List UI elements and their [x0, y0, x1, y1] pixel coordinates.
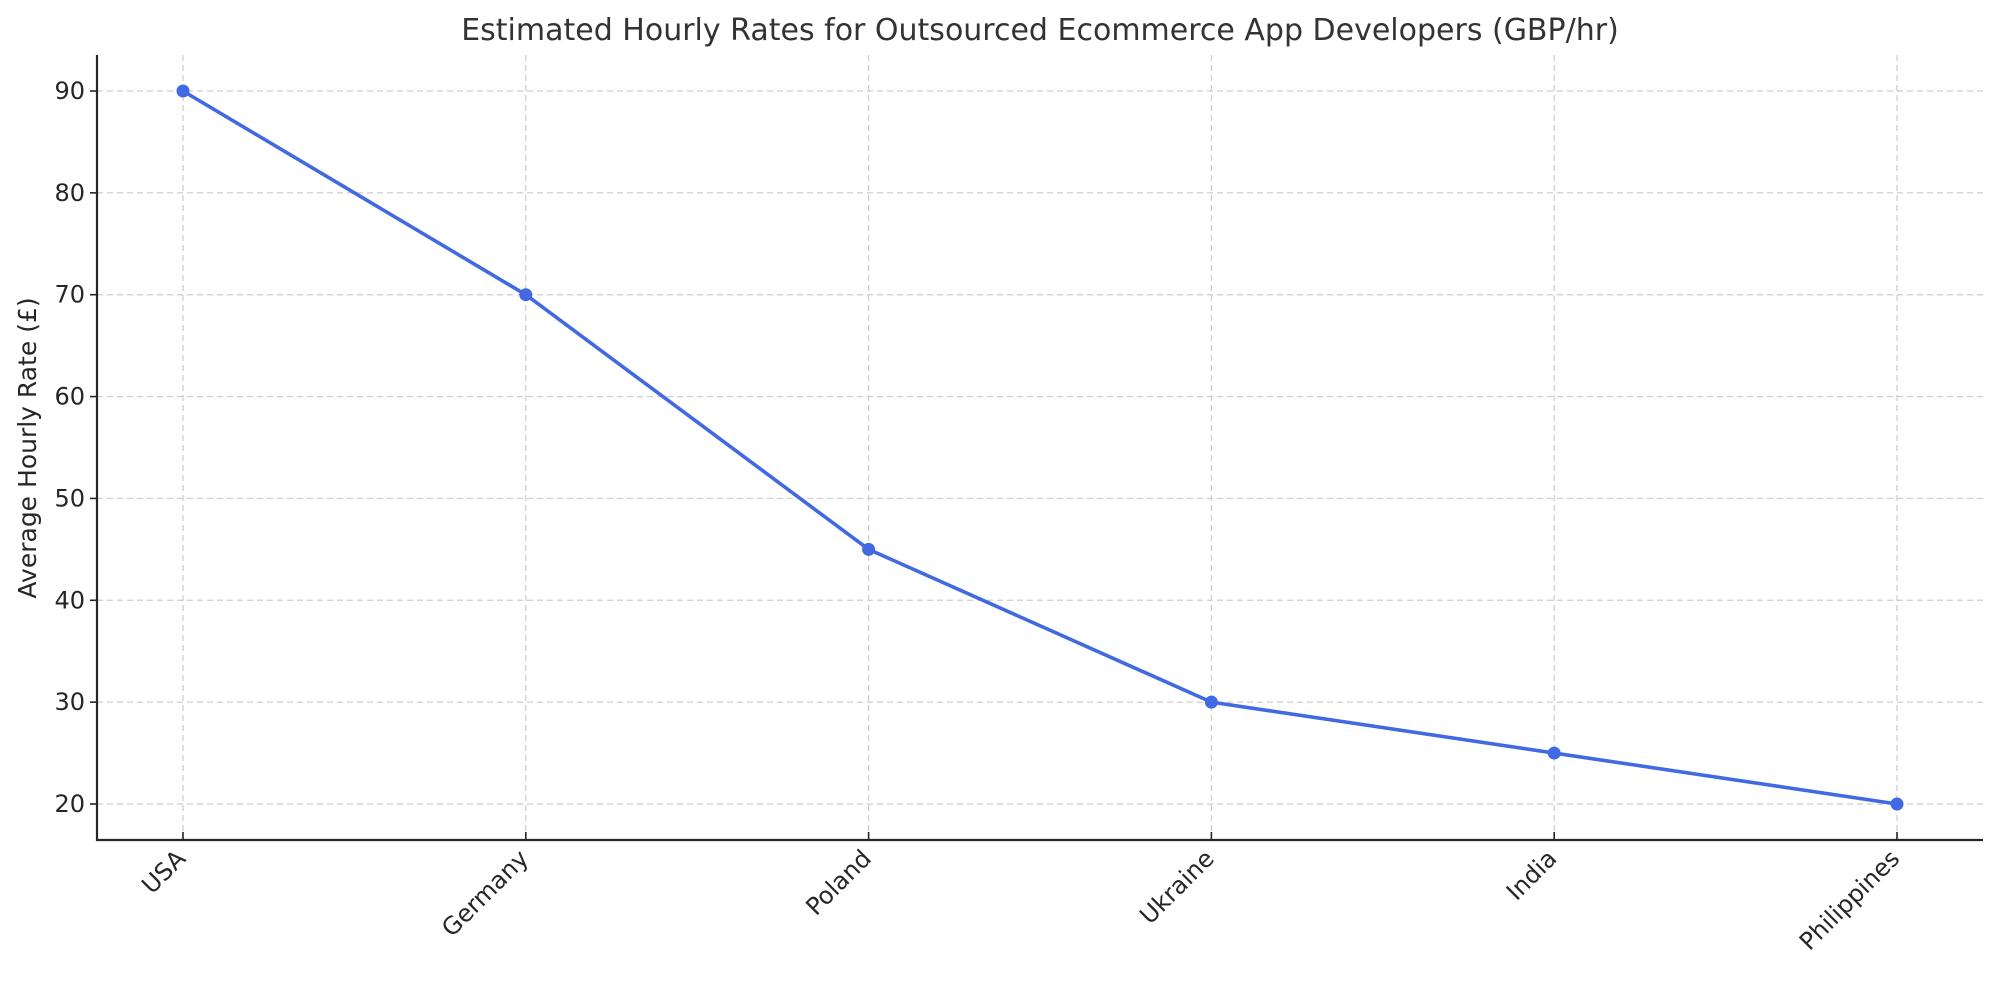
chart-title: Estimated Hourly Rates for Outsourced Ec…	[461, 13, 1619, 48]
y-tick-label: 70	[54, 281, 85, 309]
data-point-marker	[519, 288, 533, 302]
x-tick-label: Germany	[436, 844, 534, 942]
y-tick-label: 60	[54, 383, 85, 411]
data-point-marker	[862, 542, 876, 556]
y-tick-label: 80	[54, 179, 85, 207]
x-tick-label: Poland	[800, 844, 876, 920]
x-tick-label: India	[1501, 844, 1562, 905]
data-point-marker	[1204, 695, 1218, 709]
axes: 20 30 40 50 60 70 80 90 USA Germany Poland Ukraine I…	[54, 55, 1983, 956]
x-tick-label: Ukraine	[1134, 844, 1219, 929]
data-point-marker	[1890, 797, 1904, 811]
data-point-marker	[176, 84, 190, 98]
y-axis-label: Average Hourly Rate (£)	[13, 297, 42, 598]
y-tick-label: 20	[54, 790, 85, 818]
y-tick-label: 90	[54, 77, 85, 105]
series-line	[181, 89, 1899, 806]
data-series	[176, 84, 1904, 811]
data-point-marker	[1547, 746, 1561, 760]
y-tick-label: 40	[54, 586, 85, 614]
x-tick-label: USA	[136, 844, 191, 899]
y-tick-label: 50	[54, 484, 85, 512]
y-tick-label: 30	[54, 688, 85, 716]
x-tick-label: Philippines	[1794, 844, 1905, 955]
gridlines	[97, 55, 1983, 840]
